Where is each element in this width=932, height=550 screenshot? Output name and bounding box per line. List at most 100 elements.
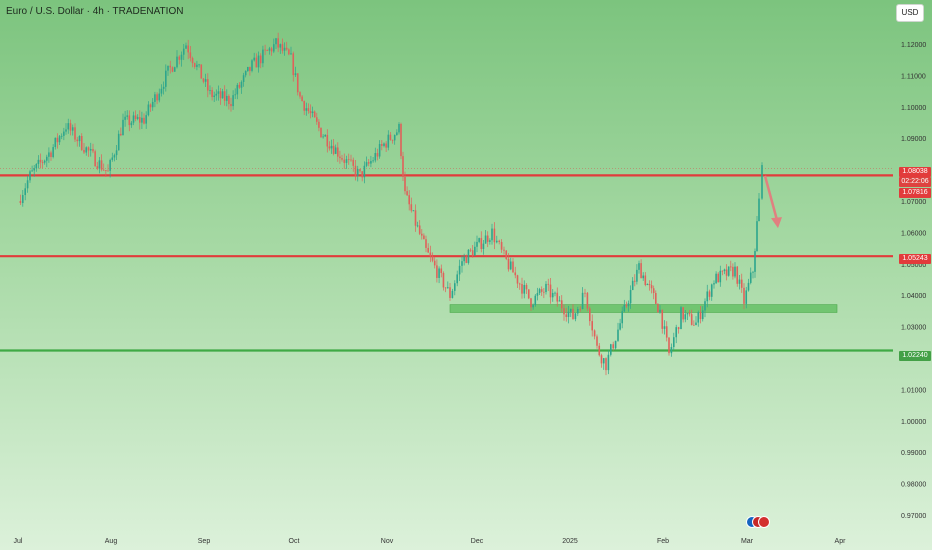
candle-body (404, 176, 406, 192)
candle-body (677, 327, 680, 330)
candle-body (253, 57, 255, 61)
candle-body (128, 115, 131, 126)
candle-body (644, 275, 647, 286)
candle-body (427, 247, 429, 253)
candle-body (686, 313, 689, 315)
x-tick-label: Feb (657, 538, 669, 545)
candle-body (638, 263, 640, 270)
candle-body (567, 311, 570, 318)
candle-body (655, 292, 657, 304)
candle-body (589, 308, 591, 322)
candle-body (467, 249, 470, 263)
candle-body (126, 115, 128, 117)
candle-body (543, 291, 545, 293)
candle-body (560, 300, 563, 309)
candle-body (456, 274, 458, 284)
candle-body (391, 139, 394, 141)
candle-body (26, 180, 29, 189)
candle-body (352, 159, 355, 166)
candle-body (756, 221, 758, 252)
x-tick-label: Sep (198, 538, 211, 545)
candle-body (442, 273, 445, 288)
candle-body (277, 38, 279, 48)
y-tick-label: 1.10000 (901, 105, 926, 112)
candle-body (361, 171, 363, 178)
candle-body (359, 169, 361, 172)
candle-body (259, 55, 262, 64)
candle-body (743, 287, 745, 304)
candle-body (657, 303, 659, 313)
candle-body (621, 311, 623, 324)
candle-body (264, 49, 266, 51)
candle-body (31, 170, 33, 172)
candle-body (113, 155, 116, 158)
candle-body (581, 292, 584, 309)
candle-body (710, 284, 713, 297)
candle-body (52, 147, 54, 157)
candle-body (151, 101, 154, 108)
candle-body (330, 145, 333, 149)
candle-body (178, 56, 181, 60)
candle-body (449, 287, 451, 298)
candle-body (313, 111, 316, 118)
candle-body (693, 324, 695, 326)
candle-body (627, 303, 630, 307)
candle-body (354, 165, 357, 176)
candle-body (489, 240, 491, 242)
candle-body (234, 94, 236, 96)
currency-button[interactable]: USD (896, 4, 924, 22)
candle-body (695, 322, 697, 326)
candle-body (509, 261, 512, 270)
candle-body (719, 270, 722, 283)
candle-body (652, 288, 655, 293)
candle-body (240, 81, 243, 88)
y-tick-label: 1.00000 (901, 419, 926, 426)
candle-body (584, 292, 586, 294)
candle-body (337, 147, 339, 157)
y-tick-label: 1.04000 (901, 293, 926, 300)
symbol-title: Euro / U.S. Dollar · 4h · TRADENATION (6, 6, 184, 17)
candle-body (217, 91, 220, 94)
candle-body (87, 147, 90, 151)
candle-body (132, 115, 135, 123)
candle-body (343, 159, 346, 163)
x-tick-label: Mar (741, 538, 754, 545)
candle-body (704, 301, 706, 311)
candle-body (367, 162, 370, 164)
candle-body (458, 265, 461, 275)
candle-body (247, 66, 249, 72)
candle-body (117, 133, 120, 151)
projection-arrow (763, 175, 779, 221)
x-tick-label: Aug (105, 538, 118, 545)
candle-body (160, 88, 163, 94)
candle-body (598, 345, 601, 356)
candle-body (238, 84, 241, 88)
candle-body (92, 148, 94, 152)
candle-body (374, 153, 377, 161)
candle-body (35, 164, 38, 169)
candle-body (209, 89, 211, 91)
candle-body (74, 127, 76, 140)
candle-body (527, 289, 530, 299)
candle-body (54, 137, 57, 148)
candle-body (341, 158, 343, 160)
y-tick-label: 0.97000 (901, 513, 926, 520)
candle-body (478, 238, 480, 242)
candle-body (249, 66, 251, 71)
candle-body (684, 314, 687, 320)
candle-body (176, 56, 178, 68)
candle-body (493, 228, 496, 243)
candle-body (187, 45, 189, 53)
candle-body (251, 60, 253, 71)
candle-body (523, 284, 526, 294)
candle-body (105, 170, 107, 171)
candle-body (474, 246, 476, 256)
candle-body (96, 166, 99, 169)
candle-body (730, 266, 732, 268)
event-marker-icon[interactable] (758, 516, 770, 528)
candle-body (530, 298, 532, 308)
candle-body (120, 133, 122, 136)
candle-body (294, 73, 297, 76)
candle-body (275, 38, 277, 45)
